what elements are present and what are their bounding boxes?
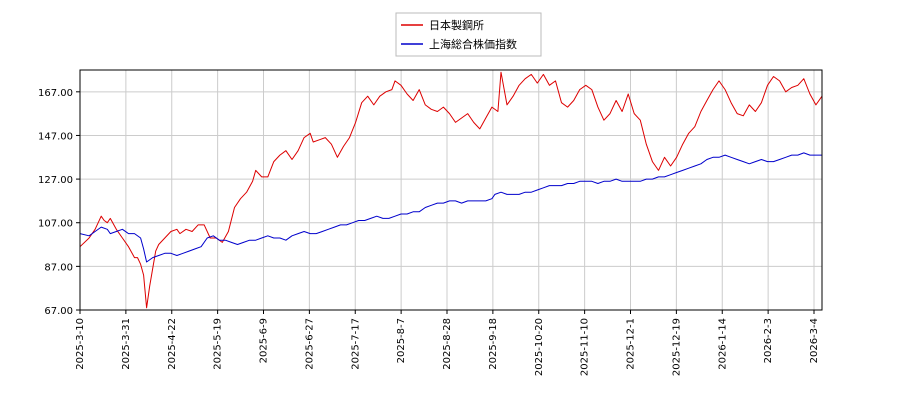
y-tick-label: 167.00 <box>38 88 73 99</box>
tick-layer: 67.00 87.00 107.00 127.00 147.00 167.00 2025-3… <box>38 88 820 376</box>
x-tick-label: 2025-12-19 <box>671 318 682 376</box>
y-tick-label: 87.00 <box>44 262 73 273</box>
x-tick-label: 2025-8-7 <box>396 318 407 363</box>
plot-frame <box>79 69 823 311</box>
x-tick-label: 2025-4-22 <box>167 318 178 370</box>
x-tick-label: 2025-3-31 <box>121 318 132 370</box>
x-tick-label: 2026-2-3 <box>763 318 774 363</box>
x-tick-label: 2025-3-10 <box>75 318 86 370</box>
x-tick-label: 2025-6-27 <box>304 318 315 370</box>
x-tick-label: 2025-12-1 <box>626 318 637 370</box>
x-tick-label: 2026-1-14 <box>717 318 728 370</box>
x-tick-label: 2025-6-9 <box>259 318 270 363</box>
legend-box <box>395 12 542 57</box>
y-tick-label: 67.00 <box>44 306 73 317</box>
x-tick-label: 2026-3-4 <box>809 318 820 363</box>
x-tick-label: 2025-11-10 <box>580 318 591 376</box>
x-tick-label: 2025-5-19 <box>213 318 224 370</box>
x-tick-label: 2025-7-17 <box>350 318 361 370</box>
y-tick-label: 147.00 <box>38 131 73 142</box>
x-tick-label: 2025-9-18 <box>488 318 499 370</box>
grid-layer <box>79 70 822 311</box>
y-tick-label: 107.00 <box>38 219 73 230</box>
series-line-1 <box>79 71 823 309</box>
legend-label-series-1: 日本製鋼所 <box>429 18 484 32</box>
x-tick-label: 2025-10-20 <box>534 318 545 376</box>
y-tick-label: 127.00 <box>38 175 73 186</box>
legend: 日本製鋼所 上海総合株価指数 <box>395 12 542 57</box>
series-line-2 <box>79 152 822 263</box>
series-layer <box>79 71 823 309</box>
x-tick-label: 2025-8-28 <box>442 318 453 370</box>
legend-label-series-2: 上海総合株価指数 <box>429 37 517 51</box>
